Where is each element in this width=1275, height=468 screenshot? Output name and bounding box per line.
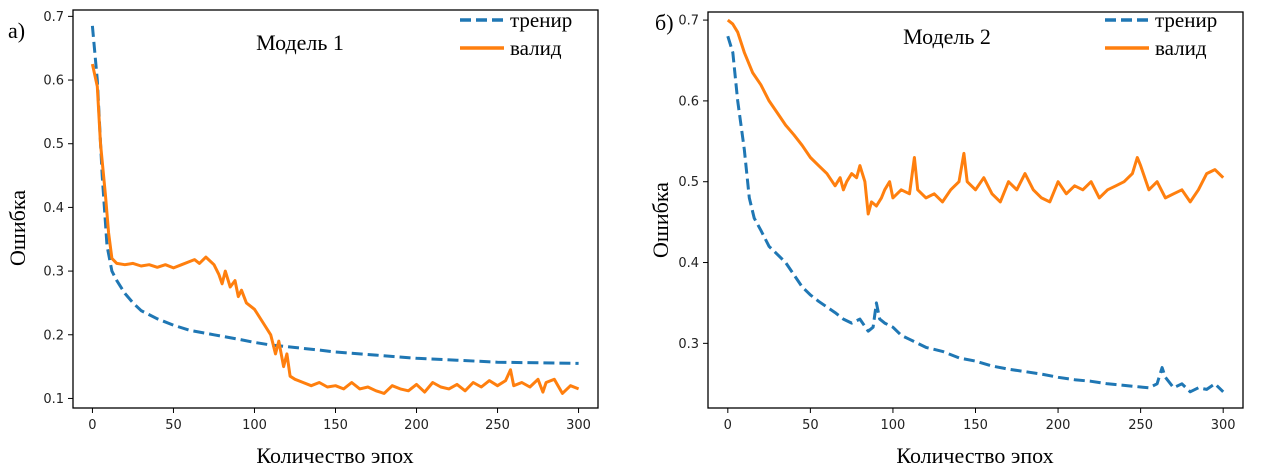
panel-model-1: а) Модель 1 0 50 100 150 200 250 300 0.1 0.2 0.3 0… [8, 8, 599, 433]
x-tick-label: 0 [88, 418, 96, 433]
y-tick-label: 0.2 [43, 328, 64, 343]
legend-label: тренир [510, 8, 572, 32]
axes-frame-1 [72, 9, 599, 409]
x-tick-label: 250 [485, 418, 510, 433]
y-tick-label: 0.6 [678, 94, 699, 109]
x-tick-label: 150 [963, 418, 988, 433]
x-tick-label: 100 [242, 418, 267, 433]
x-axis-label-2: Количество эпох [896, 443, 1053, 468]
axes-frame-2 [707, 11, 1244, 409]
x-tick-label: 200 [1046, 418, 1071, 433]
x-tick-label: 0 [724, 418, 732, 433]
y-tick-label: 0.7 [678, 14, 699, 29]
x-tick-label: 50 [165, 418, 182, 433]
x-tick-label: 300 [1211, 418, 1236, 433]
panel-label-b: б) [655, 10, 674, 35]
x-tick-label: 100 [881, 418, 906, 433]
legend-label: тренир [1155, 8, 1217, 32]
y-tick-label: 0.3 [43, 265, 64, 280]
y-tick-label: 0.1 [43, 392, 64, 407]
x-axis-label-1: Количество эпох [256, 443, 413, 468]
x-tick-label: 150 [323, 418, 348, 433]
legend-label: валид [1155, 36, 1207, 60]
series-line-train [726, 35, 1225, 394]
y-tick-label: 0.3 [678, 337, 699, 352]
y-tick-label: 0.6 [43, 74, 64, 89]
y-tick-label: 0.4 [43, 201, 64, 216]
y-tick-label: 0.5 [678, 175, 699, 190]
y-tick-label: 0.5 [43, 137, 64, 152]
y-tick-label: 0.7 [43, 10, 64, 25]
series-line-train [90, 25, 579, 365]
x-tick-label: 50 [802, 418, 819, 433]
x-tick-label: 250 [1128, 418, 1153, 433]
series-line-valid [90, 63, 580, 395]
series-line-valid [726, 18, 1225, 216]
x-tick-label: 200 [404, 418, 429, 433]
x-tick-label: 300 [566, 418, 591, 433]
y-axis-label-1: Ошибка [5, 190, 30, 266]
y-tick-label: 0.4 [678, 256, 699, 271]
panel-label-a: а) [8, 18, 25, 43]
legend-label: валид [510, 36, 562, 60]
chart-title-2: Модель 2 [903, 24, 991, 49]
panel-model-2: б) Модель 2 0 50 100 150 200 250 300 0.3 0.4 0.5 0… [655, 8, 1244, 433]
chart-title-1: Модель 1 [256, 30, 344, 55]
y-axis-label-2: Ошибка [648, 182, 673, 258]
